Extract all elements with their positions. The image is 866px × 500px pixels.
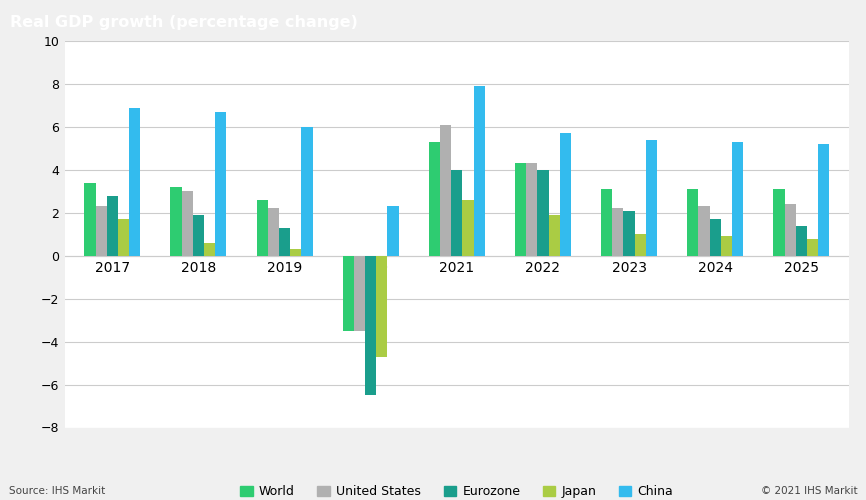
Bar <box>343 256 354 331</box>
Bar <box>256 200 268 256</box>
Bar <box>268 208 279 256</box>
Bar <box>107 196 118 256</box>
Text: Source: IHS Markit: Source: IHS Markit <box>9 486 105 496</box>
Bar <box>290 250 301 256</box>
Bar <box>193 215 204 256</box>
Bar <box>84 182 95 256</box>
Bar <box>515 164 527 256</box>
Bar <box>624 210 635 256</box>
Text: © 2021 IHS Markit: © 2021 IHS Markit <box>760 486 857 496</box>
Bar <box>785 204 796 256</box>
Bar <box>698 206 709 256</box>
Bar <box>527 164 537 256</box>
Bar <box>601 189 612 256</box>
Bar <box>440 124 451 256</box>
Bar <box>95 206 107 256</box>
Bar <box>129 108 140 256</box>
Bar <box>773 189 785 256</box>
Bar <box>462 200 474 256</box>
Bar <box>354 256 365 331</box>
Bar <box>635 234 646 256</box>
Bar <box>612 208 624 256</box>
Bar <box>451 170 462 256</box>
Bar <box>216 112 226 256</box>
Bar <box>818 144 830 256</box>
Bar <box>365 256 377 396</box>
Bar <box>732 142 743 256</box>
Bar <box>688 189 698 256</box>
Text: Real GDP growth (percentage change): Real GDP growth (percentage change) <box>10 15 359 30</box>
Bar <box>377 256 387 356</box>
Bar <box>548 215 559 256</box>
Legend: World, United States, Eurozone, Japan, China: World, United States, Eurozone, Japan, C… <box>236 480 678 500</box>
Bar <box>721 236 732 256</box>
Bar <box>171 187 182 256</box>
Bar <box>796 226 807 256</box>
Bar <box>301 127 313 256</box>
Bar <box>387 206 398 256</box>
Bar <box>537 170 548 256</box>
Bar <box>429 142 440 256</box>
Bar <box>279 228 290 256</box>
Bar <box>559 134 571 256</box>
Bar <box>709 219 721 256</box>
Bar <box>182 192 193 256</box>
Bar <box>204 243 216 256</box>
Bar <box>474 86 485 256</box>
Bar <box>807 238 818 256</box>
Bar <box>646 140 657 256</box>
Bar <box>118 219 129 256</box>
